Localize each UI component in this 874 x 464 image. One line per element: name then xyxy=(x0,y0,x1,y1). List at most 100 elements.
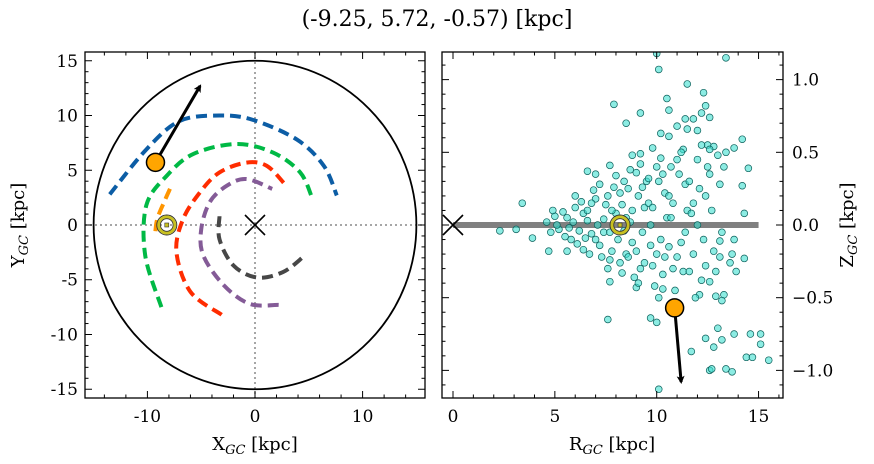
scatter-point xyxy=(746,330,755,338)
scatter-point xyxy=(665,243,673,251)
left-y-axis-label: YGC [kpc] xyxy=(8,183,32,269)
scatter-point xyxy=(654,385,663,394)
scatter-point xyxy=(585,250,594,258)
scatter-point xyxy=(712,267,720,276)
scatter-point xyxy=(657,154,665,162)
scatter-point xyxy=(624,184,632,193)
scatter-point xyxy=(716,180,724,189)
scatter-point xyxy=(714,151,722,159)
scatter-point xyxy=(612,171,620,180)
scatter-point xyxy=(648,261,657,270)
scatter-point xyxy=(581,234,590,242)
scatter-point xyxy=(689,250,698,258)
scatter-point xyxy=(689,199,698,207)
y-tick-label: 10 xyxy=(56,107,78,127)
scatter-point xyxy=(606,277,614,286)
scatter-point xyxy=(634,279,643,287)
scatter-point xyxy=(701,102,710,110)
scatter-point xyxy=(667,163,675,171)
scatter-point xyxy=(697,109,706,117)
velocity-arrow xyxy=(673,307,685,385)
scatter-point xyxy=(681,228,689,237)
scatter-point xyxy=(718,228,726,237)
scatter-point xyxy=(716,237,724,245)
scatter-point xyxy=(632,247,641,255)
scatter-point xyxy=(705,145,714,154)
scatter-point xyxy=(687,347,696,356)
scatter-point xyxy=(652,318,661,327)
scatter-point xyxy=(648,144,657,152)
scatter-point xyxy=(701,334,710,343)
scatter-point xyxy=(559,208,567,216)
scatter-point xyxy=(665,132,673,141)
scatter-point xyxy=(583,206,592,215)
scatter-point xyxy=(654,177,663,186)
sun-ring xyxy=(610,215,630,235)
scatter-point xyxy=(567,235,575,244)
scatter-point xyxy=(628,238,637,247)
spiral-arm-line xyxy=(174,160,287,317)
sun-outer-ring xyxy=(156,214,178,236)
scatter-point xyxy=(606,256,614,264)
scatter-point xyxy=(663,94,671,103)
scatter-point xyxy=(697,141,706,149)
scatter-point xyxy=(714,324,722,332)
y-tick-label: -10 xyxy=(51,325,78,345)
scatter-point xyxy=(589,186,598,194)
scatter-point xyxy=(657,129,665,138)
scatter-point xyxy=(697,276,706,284)
scatter-point xyxy=(665,106,673,114)
y-tick-label: 15 xyxy=(56,52,78,72)
scatter-point xyxy=(496,227,504,235)
scatter-point xyxy=(518,199,527,207)
scatter-point xyxy=(595,241,604,250)
scatter-point xyxy=(636,160,645,168)
plot-area xyxy=(442,52,773,394)
scatter-point xyxy=(646,221,655,229)
scatter-point xyxy=(608,247,616,255)
scatter-point xyxy=(542,218,551,226)
scatter-point xyxy=(705,170,714,178)
scatter-point xyxy=(722,54,730,62)
scatter-point xyxy=(565,224,573,232)
scatter-point xyxy=(646,314,655,322)
scatter-point xyxy=(685,267,694,276)
sun-marker xyxy=(609,214,631,236)
scatter-point xyxy=(728,250,736,258)
scatter-point xyxy=(528,234,537,242)
galactic-center-x-marker xyxy=(442,214,464,236)
scatter-point xyxy=(756,330,765,338)
scatter-point xyxy=(583,216,592,225)
scatter-point xyxy=(644,174,653,183)
scatter-point xyxy=(650,282,659,290)
scatter-point xyxy=(654,293,663,302)
x-tick-label: 15 xyxy=(748,407,770,427)
y-tick-label: 5 xyxy=(67,161,78,181)
scatter-point xyxy=(553,221,561,229)
spiral-arm-line xyxy=(108,113,339,197)
scatter-point xyxy=(730,144,738,152)
scatter-point xyxy=(602,200,610,209)
sun-center xyxy=(164,222,170,228)
scatter-point xyxy=(563,213,571,222)
scatter-point xyxy=(726,259,734,267)
scatter-point xyxy=(693,155,702,164)
scatter-point xyxy=(654,65,663,74)
scatter-point xyxy=(718,336,726,344)
scatter-point xyxy=(701,192,710,200)
scatter-point xyxy=(544,247,553,255)
scatter-point xyxy=(683,125,692,133)
scatter-point xyxy=(738,135,747,143)
y-tick-label: -5 xyxy=(61,271,78,291)
x-tick-label: 10 xyxy=(646,407,668,427)
right-y-axis-label: ZGC [kpc] xyxy=(837,182,861,267)
scatter-point xyxy=(512,225,520,234)
velocity-arrow xyxy=(154,84,202,164)
scatter-point xyxy=(608,206,616,215)
sun-center xyxy=(617,222,623,228)
scatter-point xyxy=(730,330,738,338)
scatter-point xyxy=(659,285,667,293)
scatter-point xyxy=(707,206,716,215)
scatter-point xyxy=(728,368,736,376)
scatter-point xyxy=(628,206,637,215)
